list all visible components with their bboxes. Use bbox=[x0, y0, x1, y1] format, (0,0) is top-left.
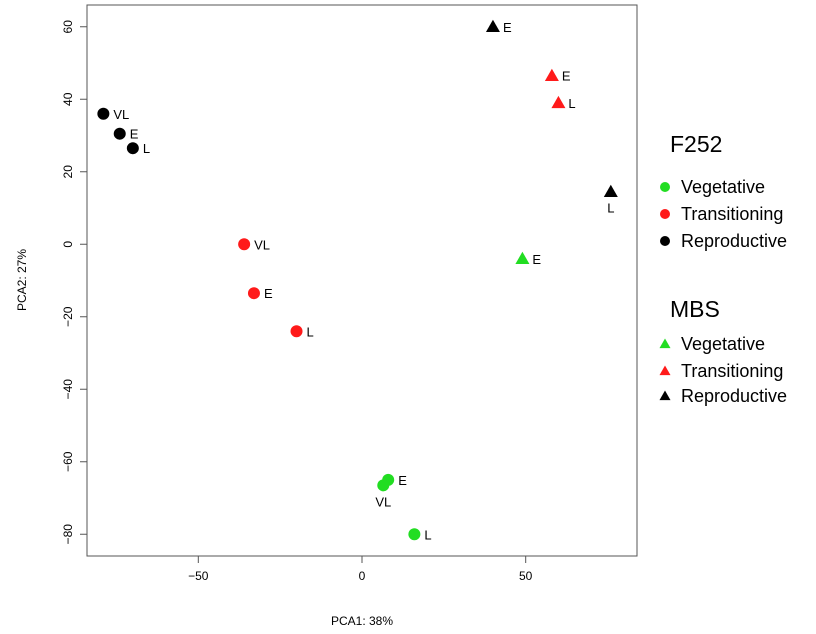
x-tick-label: 50 bbox=[519, 569, 533, 583]
point-label: E bbox=[264, 286, 273, 301]
legend-entry-label: Reproductive bbox=[681, 231, 787, 251]
legend-entry-label: Vegetative bbox=[681, 334, 765, 354]
legend-entry-label: Transitioning bbox=[681, 361, 783, 381]
legend-title: F252 bbox=[670, 131, 722, 157]
point-label: VL bbox=[254, 237, 270, 252]
legend-title: MBS bbox=[670, 296, 720, 322]
x-tick-label: 0 bbox=[359, 569, 366, 583]
y-tick-label: −80 bbox=[61, 524, 75, 545]
x-tick-label: −50 bbox=[188, 569, 209, 583]
legend: F252 Vegetative Transitioning Reproductive M… bbox=[660, 131, 788, 406]
legend-triangle-marker bbox=[660, 391, 671, 401]
y-tick-label: 20 bbox=[61, 165, 75, 179]
point-label: L bbox=[568, 96, 575, 111]
data-point-circle bbox=[408, 528, 420, 540]
legend-circle-marker bbox=[660, 209, 670, 219]
y-tick-label: 40 bbox=[61, 92, 75, 106]
data-point-circle bbox=[97, 108, 109, 120]
y-axis: 60 40 20 0 −20 −40 −60 −80 bbox=[61, 20, 87, 545]
data-point-circle bbox=[291, 325, 303, 337]
point-label: E bbox=[562, 69, 571, 84]
legend-triangle-marker bbox=[660, 366, 671, 376]
data-point-circle bbox=[114, 128, 126, 140]
point-label: E bbox=[503, 20, 512, 35]
point-label: VL bbox=[113, 107, 129, 122]
legend-entry-label: Reproductive bbox=[681, 386, 787, 406]
point-label: L bbox=[607, 201, 614, 216]
data-point-triangle bbox=[486, 20, 500, 32]
data-point-circle bbox=[377, 479, 389, 491]
point-label: L bbox=[424, 527, 431, 542]
y-axis-title: PCA2: 27% bbox=[15, 249, 29, 311]
y-tick-label: −40 bbox=[61, 379, 75, 400]
y-tick-label: 60 bbox=[61, 20, 75, 34]
y-tick-label: −60 bbox=[61, 451, 75, 472]
data-point-triangle bbox=[545, 69, 559, 81]
point-label: VL bbox=[375, 494, 391, 509]
point-label: E bbox=[130, 127, 139, 142]
y-tick-label: 0 bbox=[61, 241, 75, 248]
data-point-circle bbox=[248, 287, 260, 299]
y-tick-label: −20 bbox=[61, 306, 75, 327]
point-label: L bbox=[143, 141, 150, 156]
legend-circle-marker bbox=[660, 236, 670, 246]
plot-frame bbox=[87, 5, 637, 556]
data-point-triangle bbox=[604, 185, 618, 197]
legend-entry-label: Vegetative bbox=[681, 177, 765, 197]
data-point-circle bbox=[127, 142, 139, 154]
data-point-circle bbox=[238, 238, 250, 250]
point-label: E bbox=[532, 252, 541, 267]
legend-entry-label: Transitioning bbox=[681, 204, 783, 224]
legend-triangle-marker bbox=[660, 339, 671, 349]
data-point-triangle bbox=[515, 252, 529, 264]
data-point-triangle bbox=[551, 96, 565, 108]
point-label: E bbox=[398, 473, 407, 488]
x-axis-title: PCA1: 38% bbox=[331, 614, 393, 628]
x-axis: −50 0 50 bbox=[188, 556, 533, 583]
legend-circle-marker bbox=[660, 182, 670, 192]
point-label: L bbox=[307, 324, 314, 339]
